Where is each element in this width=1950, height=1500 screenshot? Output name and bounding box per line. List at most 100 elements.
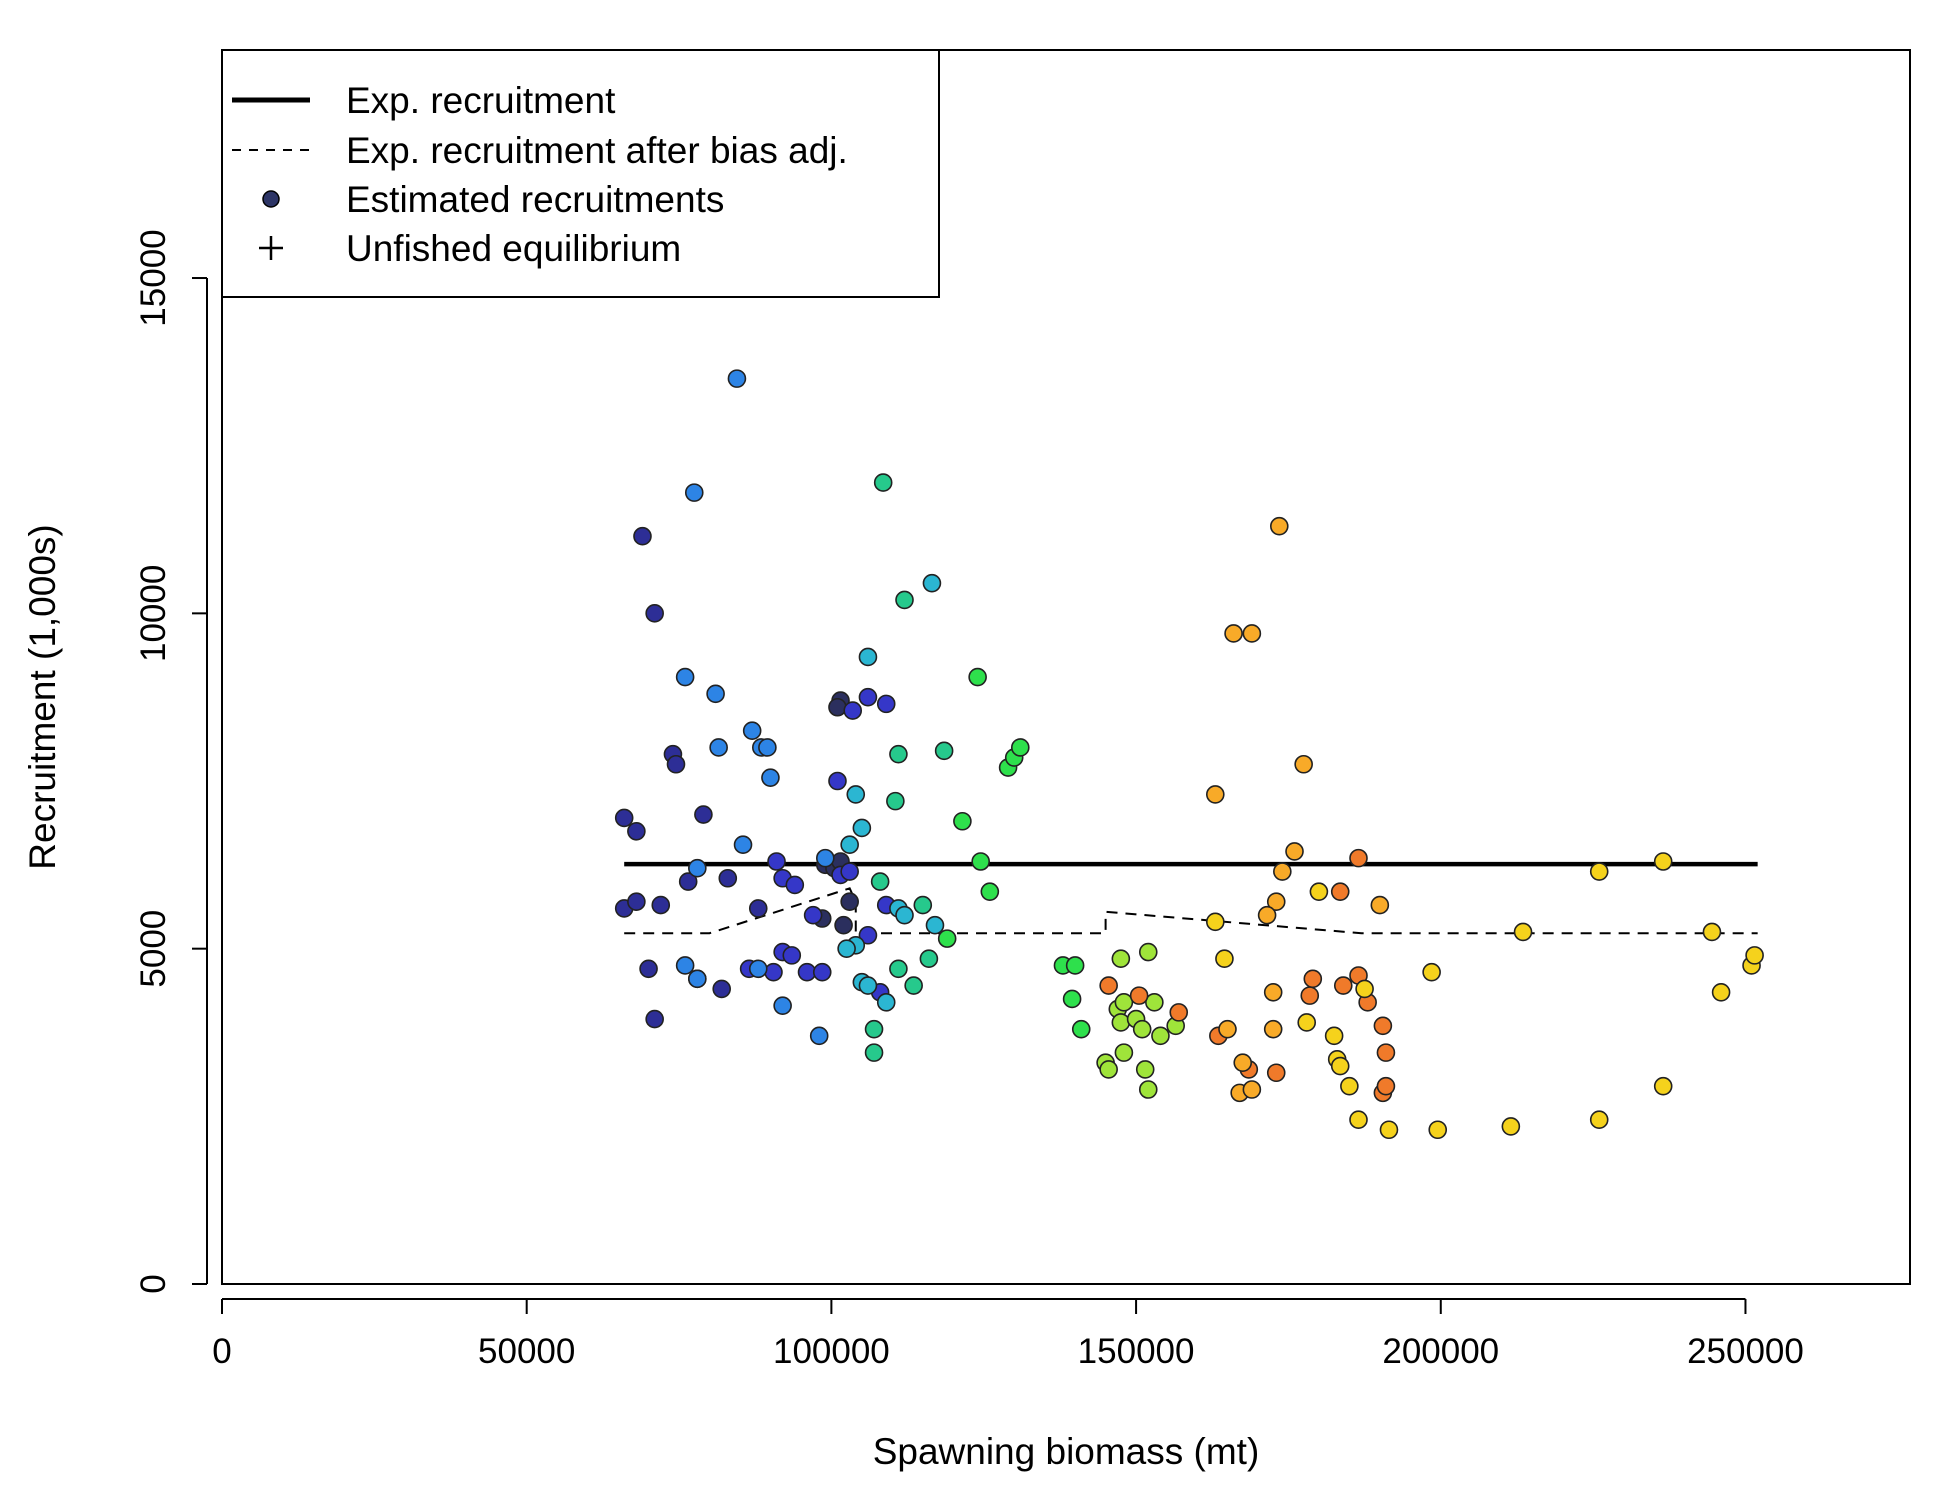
recruitment-point <box>1205 785 1225 804</box>
recruitment-point <box>828 771 847 791</box>
recruitment-point <box>858 647 878 667</box>
recruitment-point <box>1349 848 1368 868</box>
recruitment-point <box>1428 1120 1448 1140</box>
recruitment-point <box>1653 852 1673 871</box>
recruitment-point <box>1242 1080 1262 1099</box>
recruitment-point <box>837 939 856 958</box>
recruitment-point <box>1263 1019 1283 1039</box>
legend-label-unfished: Unfished equilibrium <box>346 228 681 269</box>
recruitment-point <box>742 721 762 741</box>
recruitment-point <box>876 993 896 1012</box>
recruitment-point <box>1376 1043 1396 1062</box>
recruitment-point <box>1355 979 1374 999</box>
y-axis-title: Recruitment (1,000s) <box>22 524 63 869</box>
recruitment-point <box>1653 1076 1673 1096</box>
recruitment-point <box>1330 882 1350 901</box>
recruitment-point <box>803 905 823 925</box>
recruitment-point <box>688 858 707 878</box>
recruitment-point <box>1205 912 1225 932</box>
recruitment-point <box>1373 1016 1393 1036</box>
recruitment-point <box>1138 1080 1158 1099</box>
recruitment-point <box>876 694 896 714</box>
recruitment-point <box>1330 1056 1350 1076</box>
recruitment-point <box>886 791 905 811</box>
recruitment-point <box>895 590 914 610</box>
recruitment-point <box>1266 1063 1286 1083</box>
recruitment-point <box>1376 1076 1396 1096</box>
y-tick-label: 15000 <box>134 229 173 326</box>
recruitment-point <box>1114 1043 1134 1062</box>
recruitment-point <box>1324 1026 1344 1046</box>
recruitment-point <box>706 684 725 704</box>
recruitment-point <box>1297 1013 1317 1032</box>
recruitment-point <box>1501 1117 1521 1136</box>
recruitment-point <box>1294 754 1313 774</box>
recruitment-point <box>1132 1019 1152 1039</box>
legend-plus-icon <box>259 236 283 260</box>
recruitment-point <box>764 962 783 982</box>
recruitment-point <box>889 959 908 979</box>
recruitment-point <box>1233 1053 1253 1072</box>
estimated-recruitment-points <box>614 369 1764 1140</box>
recruitment-point <box>889 744 908 764</box>
recruitment-point <box>614 808 634 828</box>
recruitment-point <box>1309 882 1329 901</box>
recruitment-point <box>1062 989 1082 1009</box>
legend: Exp. recruitment Exp. recruitment after … <box>221 49 940 298</box>
x-tick-label: 250000 <box>1687 1332 1804 1371</box>
recruitment-point <box>858 687 878 707</box>
legend-label-estimated: Estimated recruitments <box>346 179 724 220</box>
x-tick-label: 200000 <box>1382 1332 1499 1371</box>
recruitment-point <box>675 667 695 687</box>
recruitment-point <box>1099 976 1118 995</box>
recruitment-point <box>1273 862 1292 881</box>
y-tick-label: 0 <box>134 1274 173 1293</box>
recruitment-point <box>1138 942 1158 962</box>
recruitment-point <box>785 875 805 895</box>
recruitment-point <box>1513 922 1533 942</box>
legend-label-exp-recruitment: Exp. recruitment <box>346 80 616 121</box>
recruitment-point <box>968 667 987 687</box>
recruitment-point <box>639 959 658 979</box>
plot-frame <box>221 49 1911 1285</box>
recruitment-point <box>809 1026 829 1046</box>
recruitment-point <box>913 895 933 915</box>
recruitment-point <box>919 949 939 969</box>
recruitment-point <box>782 946 802 965</box>
recruitment-point <box>1269 516 1289 536</box>
recruitment-point <box>1071 1019 1091 1039</box>
legend-label-bias-adj: Exp. recruitment after bias adj. <box>346 130 848 171</box>
recruitment-point <box>718 868 738 888</box>
bias-adjusted-recruitment-line <box>624 887 1758 935</box>
recruitment-point <box>1151 1026 1170 1046</box>
y-axis: 0 5000 10000 15000 <box>134 229 208 1294</box>
recruitment-point <box>1065 956 1085 975</box>
recruitment-point <box>1129 986 1149 1005</box>
recruitment-point <box>922 573 942 593</box>
recruitment-point <box>895 905 914 925</box>
recruitment-point <box>1257 905 1277 925</box>
recruitment-point <box>748 899 768 918</box>
recruitment-point <box>1266 892 1286 912</box>
recruitment-point <box>1169 1003 1189 1022</box>
recruitment-point <box>1145 993 1164 1012</box>
recruitment-point <box>858 976 878 995</box>
recruitment-point <box>1349 1110 1368 1129</box>
recruitment-point <box>651 895 671 915</box>
y-tick-label: 5000 <box>134 910 173 988</box>
recruitment-point <box>1010 738 1030 757</box>
recruitment-point <box>937 929 957 948</box>
recruitment-point <box>727 369 747 388</box>
recruitment-point <box>709 738 728 757</box>
recruitment-point <box>864 1043 884 1062</box>
recruitment-point <box>1589 1110 1609 1129</box>
recruitment-point <box>815 848 835 868</box>
recruitment-point <box>761 768 780 787</box>
recruitment-point <box>1114 993 1134 1012</box>
recruitment-point <box>1340 1076 1359 1096</box>
recruitment-point <box>773 996 792 1015</box>
recruitment-point <box>870 872 890 891</box>
recruitment-point <box>1702 922 1722 942</box>
recruitment-point <box>1379 1120 1399 1140</box>
recruitment-point <box>864 1019 884 1039</box>
